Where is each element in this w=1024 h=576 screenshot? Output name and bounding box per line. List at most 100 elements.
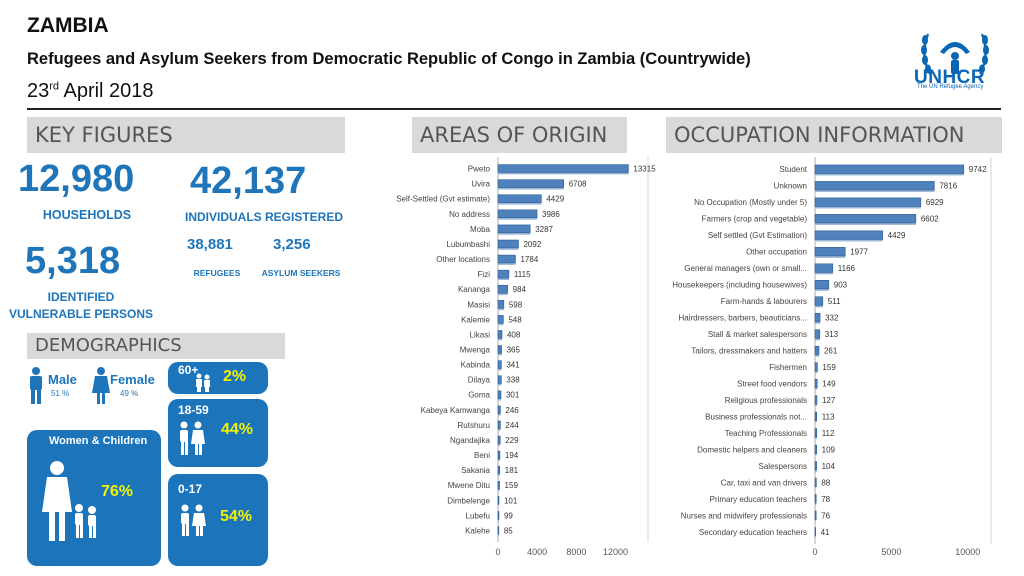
bar <box>814 510 817 520</box>
category-label: Ngandajika <box>450 436 491 445</box>
category-label: Moba <box>470 225 491 234</box>
bar-value-label: 112 <box>822 429 835 438</box>
age-0-17-box: 0-17 54% <box>168 474 268 566</box>
bar-value-label: 548 <box>508 315 522 324</box>
demographics-heading: DEMOGRAPHICS <box>27 333 285 359</box>
category-label: Mwenga <box>460 346 491 355</box>
bar <box>497 300 505 309</box>
bar-value-label: 313 <box>825 330 839 339</box>
category-label: Mwene Ditu <box>448 481 490 490</box>
category-label: Housekeepers (including housewives) <box>672 281 807 290</box>
women-children-label: Women & Children <box>49 435 148 447</box>
category-label: Kalehe <box>465 526 490 535</box>
bar-value-label: 149 <box>822 379 836 388</box>
bar <box>497 284 508 294</box>
bar-value-label: 341 <box>506 361 520 370</box>
bar-value-label: 4429 <box>888 231 906 240</box>
bar <box>497 345 502 354</box>
category-label: Fizi <box>478 270 491 279</box>
bar-value-label: 229 <box>505 436 519 445</box>
category-label: Domestic helpers and cleaners <box>697 445 807 454</box>
bar-value-label: 7816 <box>939 182 957 191</box>
age-0-17-pct: 54% <box>220 508 253 525</box>
logo-tagline: The UN Refugee Agency <box>917 84 984 90</box>
country-title: ZAMBIA <box>27 14 109 37</box>
age-0-17-label: 0-17 <box>178 482 203 496</box>
category-label: Farm-hands & labourers <box>721 297 807 306</box>
bar-value-label: 13315 <box>633 165 656 174</box>
bar-value-label: 88 <box>821 478 830 487</box>
adults-icon <box>180 421 205 455</box>
category-label: Uvira <box>471 180 490 189</box>
bar-value-label: 261 <box>824 347 838 356</box>
areas-of-origin-heading: AREAS OF ORIGIN <box>412 117 627 153</box>
bar <box>497 405 501 415</box>
bar <box>814 181 935 191</box>
age-60-pct: 2% <box>223 368 247 385</box>
bar-value-label: 903 <box>834 281 848 290</box>
category-label: Nurses and midwifery professionals <box>681 511 807 520</box>
category-label: No Occupation (Mostly under 5) <box>694 198 807 207</box>
bar <box>497 179 564 188</box>
category-label: Goma <box>468 391 490 400</box>
age-18-59-box: 18-59 44% <box>168 399 268 467</box>
bar-value-label: 301 <box>506 391 520 400</box>
bar-value-label: 6602 <box>921 215 939 224</box>
logo-wordmark: UNHCR <box>914 67 986 88</box>
female-person-icon <box>92 367 110 404</box>
vulnerable-value: 5,318 <box>25 240 121 282</box>
households-value: 12,980 <box>18 158 135 200</box>
bar <box>814 296 824 306</box>
category-label: Street food vendors <box>737 379 807 388</box>
category-label: Fishermen <box>769 363 807 372</box>
report-date: 23rd April 2018 <box>27 80 154 102</box>
bar <box>497 315 504 324</box>
women-children-pct: 76% <box>101 483 134 500</box>
x-tick-label: 4000 <box>527 547 547 557</box>
category-label: Hairdressers, barbers, beauticians... <box>679 314 808 323</box>
asylum-label: ASYLUM SEEKERS <box>261 268 341 278</box>
bar <box>814 494 817 504</box>
bar-value-label: 408 <box>507 330 521 339</box>
vulnerable-label-line2: VULNERABLE PERSONS <box>8 307 154 321</box>
bar <box>814 378 818 389</box>
bar <box>814 395 818 405</box>
age-60-label: 60+ <box>178 363 199 377</box>
bar <box>814 263 834 273</box>
bar-value-label: 1166 <box>838 264 856 273</box>
bar <box>497 450 501 460</box>
bar <box>814 230 883 240</box>
bar <box>814 164 965 174</box>
bar <box>814 329 821 339</box>
areas-of-origin-chart: Pweto 13315 Uvira 6708 Self-Settled (Gvt est… <box>396 157 656 557</box>
unhcr-logo-icon <box>921 33 989 75</box>
bar <box>814 461 817 471</box>
x-tick-label: 8000 <box>566 547 586 557</box>
category-label: Other occupation <box>746 248 807 257</box>
category-label: Tailors, dressmakers and hatters <box>691 347 807 356</box>
x-tick-label: 0 <box>495 547 500 557</box>
bar <box>497 511 500 520</box>
category-label: No address <box>449 210 490 219</box>
category-label: Pweto <box>468 165 491 174</box>
category-label: Self settled (Gvt Estimation) <box>708 231 807 240</box>
bar <box>497 435 501 445</box>
bar <box>497 375 502 384</box>
bar-value-label: 41 <box>821 528 830 537</box>
category-label: Religious professionals <box>725 396 807 405</box>
bar <box>814 214 917 224</box>
individuals-value: 42,137 <box>190 160 307 202</box>
category-label: Primary education teachers <box>710 495 807 504</box>
refugees-label: REFUGEES <box>193 268 241 278</box>
bar-value-label: 194 <box>505 451 519 460</box>
bar-value-label: 127 <box>822 396 836 405</box>
women-children-box: Women & Children 76% <box>27 430 161 566</box>
woman-children-icon <box>42 461 96 541</box>
bar-value-label: 99 <box>504 511 513 520</box>
bar-value-label: 338 <box>506 376 520 385</box>
age-60-box: 60+ 2% <box>168 362 268 394</box>
category-label: Lubumbashi <box>446 240 490 249</box>
male-label: Male <box>48 372 77 387</box>
bar-value-label: 246 <box>505 406 519 415</box>
bar <box>497 360 502 369</box>
